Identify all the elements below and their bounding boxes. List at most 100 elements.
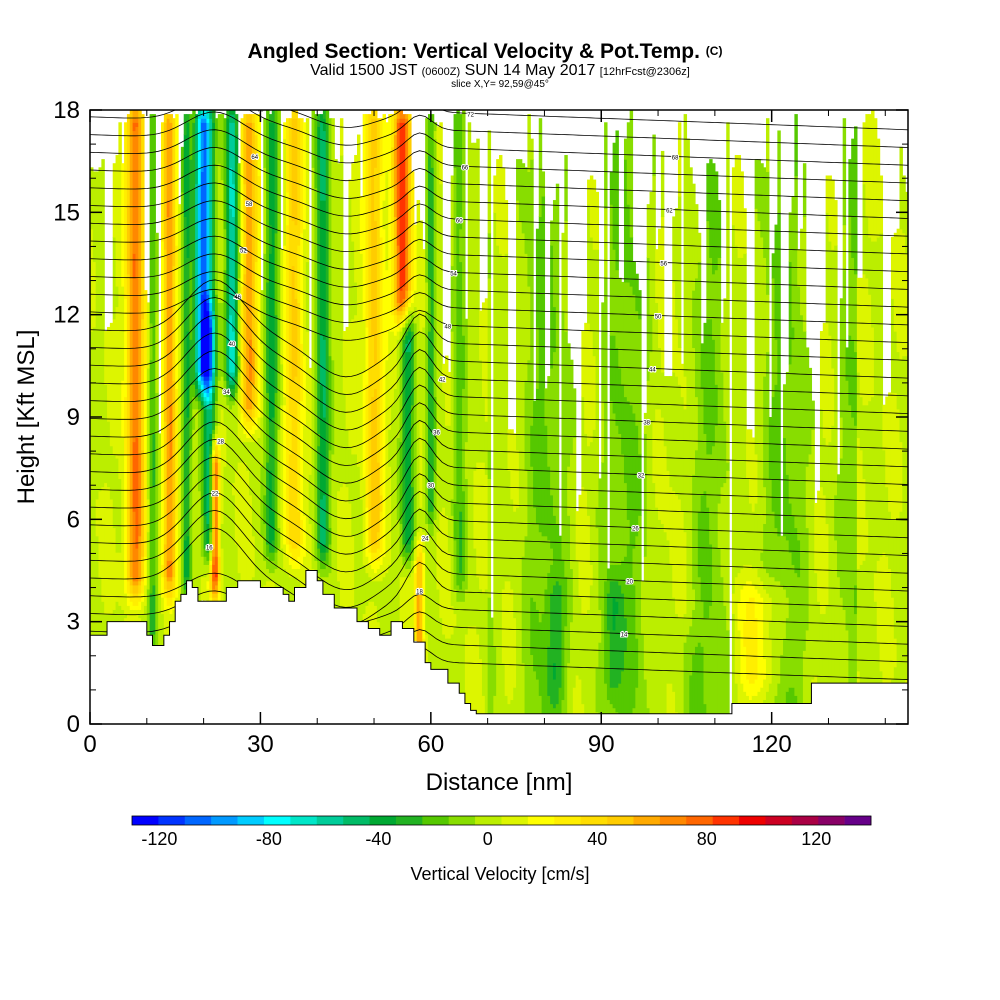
velocity-cell — [200, 294, 205, 320]
velocity-cell — [905, 191, 908, 254]
velocity-cell — [155, 232, 159, 312]
velocity-cell — [419, 535, 423, 545]
velocity-cell — [126, 114, 131, 205]
velocity-cell — [152, 114, 156, 434]
velocity-cell — [178, 204, 182, 676]
velocity-cell — [271, 110, 276, 123]
velocity-cell — [552, 515, 557, 586]
velocity-cell — [359, 498, 364, 724]
velocity-cell — [141, 580, 145, 594]
velocity-cell — [132, 130, 137, 254]
velocity-cell — [743, 253, 747, 565]
velocity-cell — [547, 695, 551, 724]
velocity-cell — [513, 433, 517, 512]
velocity-cell — [462, 388, 466, 492]
velocity-cell — [376, 580, 381, 623]
velocity-cell — [186, 122, 191, 258]
velocity-cell — [879, 556, 884, 672]
velocity-cell — [709, 605, 713, 724]
velocity-cell — [192, 122, 196, 385]
velocity-cell — [254, 306, 259, 406]
velocity-cell — [587, 609, 591, 724]
velocity-cell — [405, 560, 409, 570]
velocity-cell — [322, 339, 327, 418]
velocity-cell — [783, 437, 787, 537]
velocity-cell — [873, 601, 878, 717]
velocity-cell — [623, 396, 628, 484]
velocity-cell — [385, 359, 389, 574]
velocity-cell — [493, 695, 497, 724]
velocity-cell — [871, 396, 875, 721]
velocity-cell — [638, 318, 642, 455]
velocity-cell — [334, 159, 338, 647]
velocity-cell — [405, 290, 409, 299]
velocity-cell — [243, 273, 247, 410]
velocity-cell — [132, 511, 137, 582]
velocity-cell — [501, 167, 506, 258]
velocity-cell — [217, 114, 222, 164]
velocity-cell — [203, 392, 208, 398]
velocity-cell — [567, 343, 571, 467]
velocity-cell — [422, 326, 426, 533]
velocity-cell — [246, 437, 250, 443]
velocity-cell — [589, 331, 594, 443]
velocity-cell — [226, 318, 230, 373]
velocity-cell — [604, 208, 608, 279]
velocity-cell — [300, 543, 304, 565]
velocity-cell — [180, 191, 185, 598]
velocity-cell — [234, 400, 239, 471]
velocity-cell — [149, 114, 154, 324]
velocity-cell — [751, 597, 756, 684]
velocity-cell — [365, 572, 369, 606]
colorbar-swatch — [448, 816, 476, 825]
velocity-cell — [109, 322, 114, 447]
velocity-cell — [217, 380, 222, 426]
velocity-cell — [243, 441, 247, 463]
velocity-cell — [638, 453, 642, 516]
velocity-cell — [212, 597, 216, 602]
velocity-cell — [822, 322, 827, 439]
velocity-cell — [354, 314, 358, 455]
velocity-cell — [135, 118, 139, 123]
velocity-cell — [300, 519, 304, 545]
velocity-cell — [831, 367, 835, 426]
velocity-cell — [632, 412, 636, 549]
velocity-cell — [615, 601, 619, 615]
velocity-cell — [200, 515, 205, 557]
velocity-cell — [712, 445, 716, 724]
velocity-cell — [535, 228, 540, 328]
velocity-cell — [192, 396, 196, 410]
velocity-cell — [311, 167, 315, 570]
velocity-cell — [763, 658, 767, 680]
isentrope-label: 40 — [229, 342, 236, 348]
velocity-cell — [439, 183, 443, 512]
velocity-cell — [362, 114, 367, 320]
velocity-cell — [155, 310, 159, 394]
velocity-cell — [774, 384, 778, 529]
velocity-cell — [166, 605, 171, 610]
velocity-cell — [430, 511, 435, 525]
velocity-cell — [183, 588, 188, 598]
velocity-cell — [564, 220, 568, 332]
velocity-cell — [320, 552, 324, 561]
velocity-cell — [783, 535, 787, 590]
velocity-cell — [294, 568, 298, 578]
velocity-cell — [337, 163, 341, 492]
velocity-cell — [405, 314, 409, 320]
velocity-cell — [873, 572, 878, 602]
velocity-cell — [851, 417, 855, 724]
velocity-cell — [419, 421, 423, 508]
velocity-cell — [214, 580, 219, 586]
velocity-cell — [251, 433, 256, 443]
velocity-cell — [677, 384, 682, 500]
velocity-cell — [396, 437, 401, 520]
velocity-cell — [464, 318, 469, 443]
velocity-cell — [402, 302, 406, 308]
velocity-cell — [141, 114, 145, 312]
velocity-cell — [530, 159, 534, 426]
velocity-cell — [132, 441, 137, 512]
velocity-cell — [240, 425, 244, 443]
velocity-cell — [623, 281, 628, 398]
velocity-cell — [419, 543, 423, 553]
velocity-cell — [280, 363, 284, 406]
